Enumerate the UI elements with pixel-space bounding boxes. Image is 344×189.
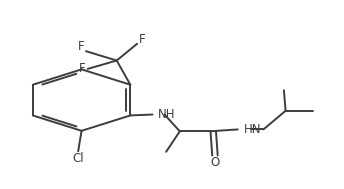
Text: F: F (79, 62, 86, 75)
Text: NH: NH (158, 108, 176, 121)
Text: F: F (77, 40, 84, 53)
Text: F: F (139, 33, 146, 46)
Text: HN: HN (244, 123, 261, 136)
Text: O: O (210, 156, 219, 169)
Text: Cl: Cl (72, 152, 84, 165)
